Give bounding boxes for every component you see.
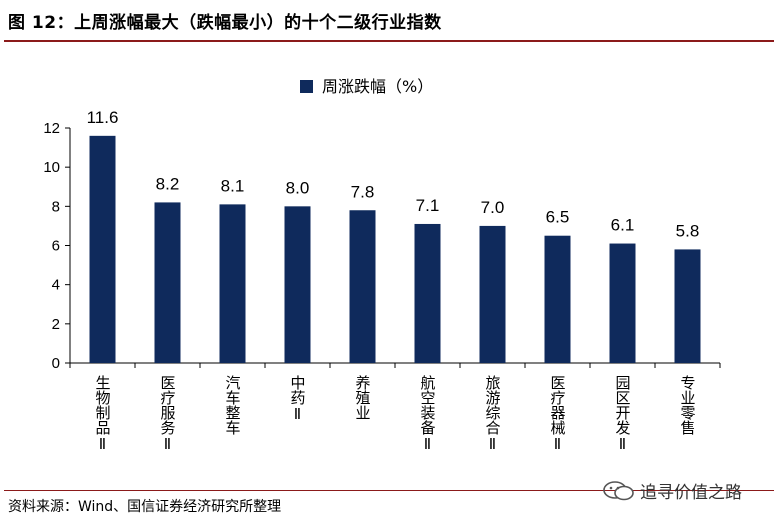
- bar: [284, 206, 311, 363]
- x-tick-label: 生物制品Ⅱ: [94, 375, 112, 453]
- x-tick-label: 园区开发Ⅱ: [614, 375, 632, 453]
- bar: [154, 202, 181, 363]
- x-tick-label: 专业零售: [679, 375, 697, 435]
- y-tick-label: 10: [43, 159, 60, 176]
- bar: [349, 210, 376, 363]
- x-tick-label: 航空装备Ⅱ: [419, 375, 437, 453]
- bar-chart: 0 2 4 6 8 10 12 11.6 生物制品Ⅱ 8.2 医疗服务Ⅱ 8.1 汽车整车 8.0 中药Ⅱ 7…: [43, 77, 721, 453]
- x-tick-label: 医疗器械Ⅱ: [549, 375, 567, 453]
- y-tick-label: 2: [52, 316, 60, 333]
- y-tick-label: 4: [52, 277, 60, 294]
- title-divider: [4, 40, 774, 42]
- bar: [89, 135, 116, 363]
- bar: [609, 243, 636, 363]
- watermark-text: 追寻价值之路: [640, 483, 742, 503]
- wechat-icon: [603, 480, 634, 500]
- bar: [674, 249, 701, 363]
- y-tick-label: 12: [43, 120, 60, 137]
- figure-title: 图 12：上周涨幅最大（跌幅最小）的十个二级行业指数: [8, 13, 442, 33]
- footer-divider: [4, 490, 774, 491]
- source-note: 资料来源：Wind、国信证券经济研究所整理: [8, 499, 282, 515]
- data-label: 7.8: [351, 182, 375, 201]
- legend-label: 周涨跌幅（%）: [322, 77, 433, 96]
- bar: [219, 204, 246, 363]
- data-label: 6.5: [546, 208, 570, 227]
- x-tick-label: 医疗服务Ⅱ: [159, 375, 177, 453]
- bar: [479, 225, 506, 363]
- bar: [544, 235, 571, 363]
- data-label: 7.1: [416, 196, 440, 215]
- data-label: 5.8: [676, 221, 700, 240]
- watermark: 追寻价值之路: [602, 478, 742, 503]
- data-label: 6.1: [611, 216, 635, 235]
- x-tick-label: 中药Ⅱ: [289, 375, 307, 423]
- data-label: 8.1: [221, 176, 245, 195]
- y-tick-label: 8: [52, 198, 60, 215]
- y-tick-label: 0: [52, 355, 60, 372]
- data-label: 8.2: [156, 174, 180, 193]
- data-label: 8.0: [286, 178, 310, 197]
- data-label: 7.0: [481, 198, 505, 217]
- bar: [414, 223, 441, 363]
- data-label: 11.6: [87, 108, 119, 127]
- legend-swatch: [300, 80, 313, 93]
- y-tick-label: 6: [52, 238, 60, 255]
- x-tick-label: 汽车整车: [224, 375, 242, 435]
- x-tick-label: 养殖业: [354, 375, 372, 420]
- x-tick-label: 旅游综合Ⅱ: [484, 375, 502, 453]
